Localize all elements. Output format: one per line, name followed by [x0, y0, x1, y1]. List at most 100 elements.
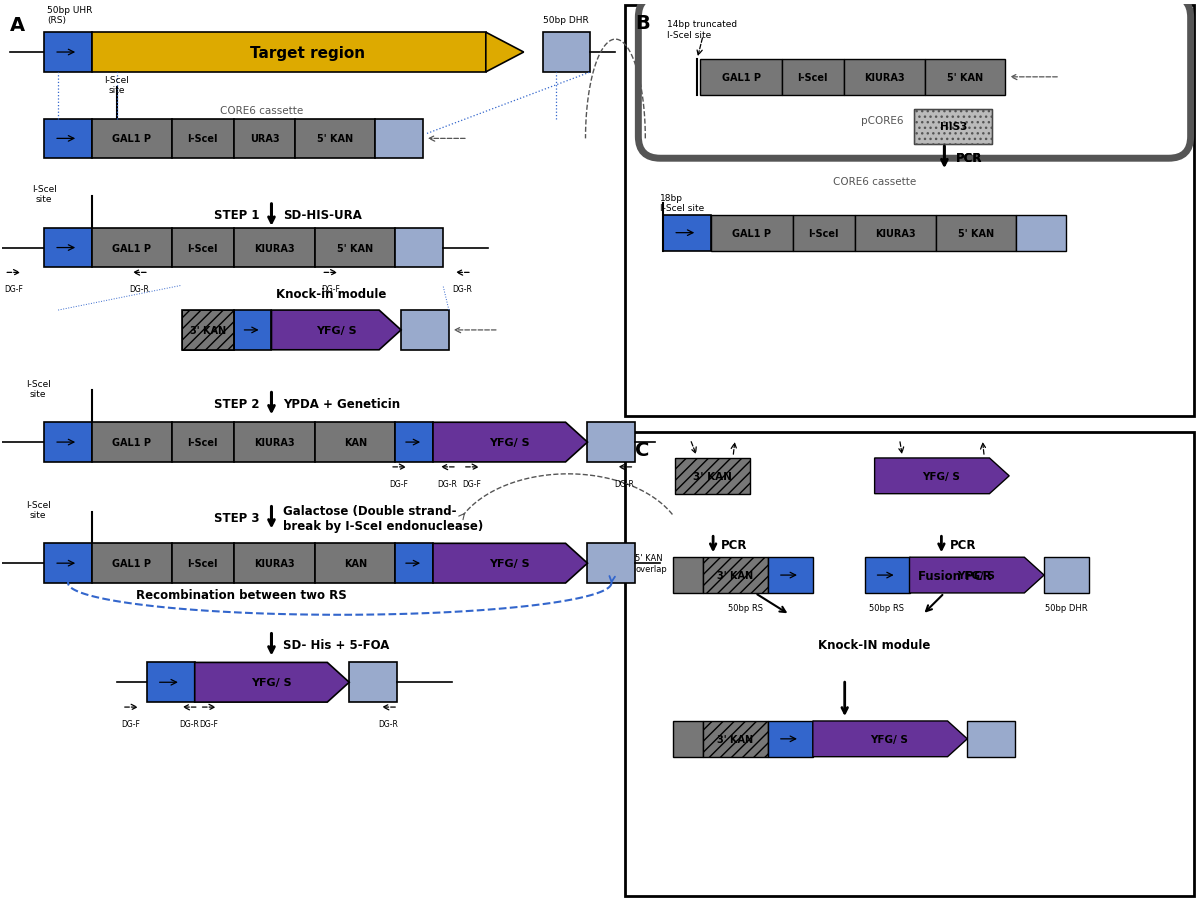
Text: YFG/ S: YFG/ S [490, 558, 530, 568]
Text: 50bp DHR: 50bp DHR [542, 16, 588, 25]
Text: DG-F: DG-F [4, 285, 23, 294]
Text: PCR: PCR [949, 538, 976, 551]
Text: 5' KAN: 5' KAN [947, 73, 983, 83]
Text: YFG/ S: YFG/ S [251, 677, 292, 687]
Text: PCR: PCR [956, 152, 983, 164]
Text: DG-F: DG-F [121, 719, 140, 728]
Text: I-SceI
site: I-SceI site [25, 379, 50, 399]
Text: I-SceI: I-SceI [809, 228, 839, 238]
Bar [703, 557, 768, 594]
Text: I-SceI: I-SceI [187, 244, 218, 253]
Bar [703, 722, 768, 757]
Bar [625, 433, 1194, 896]
Text: DG-F: DG-F [390, 479, 408, 488]
Text: URA3: URA3 [250, 134, 280, 144]
Text: KIURA3: KIURA3 [864, 73, 905, 83]
Bar [703, 722, 768, 757]
Text: STEP 3: STEP 3 [214, 511, 259, 524]
Text: 5' KAN: 5' KAN [337, 244, 373, 253]
Bar [925, 60, 1006, 96]
Text: 50bp RS: 50bp RS [727, 603, 762, 612]
Text: 3' KAN: 3' KAN [718, 734, 754, 744]
Text: GAL1 P: GAL1 P [113, 244, 151, 253]
Bar [234, 228, 316, 268]
Text: B: B [635, 14, 650, 33]
Text: 3' KAN: 3' KAN [694, 472, 732, 482]
Text: GAL1 P: GAL1 P [721, 73, 761, 83]
Bar [673, 557, 703, 594]
Text: GAL1 P: GAL1 P [113, 558, 151, 568]
Bar [172, 423, 234, 463]
Text: YFG/ S: YFG/ S [958, 570, 995, 580]
Text: GAL1 P: GAL1 P [113, 437, 151, 447]
Text: I-SceI
site: I-SceI site [31, 185, 56, 204]
Bar [1016, 216, 1066, 252]
Bar [44, 423, 92, 463]
Text: DG-R: DG-R [437, 479, 457, 488]
Bar [92, 423, 172, 463]
Bar [316, 544, 395, 584]
Polygon shape [433, 544, 588, 584]
Text: 14bp truncated
I-SceI site: 14bp truncated I-SceI site [667, 20, 737, 40]
Bar [172, 119, 234, 159]
Text: KAN: KAN [343, 437, 367, 447]
Bar [588, 544, 635, 584]
Bar [44, 33, 92, 73]
Bar [44, 119, 92, 159]
Bar [936, 216, 1016, 252]
Text: 3' KAN: 3' KAN [190, 326, 226, 336]
Bar [316, 228, 395, 268]
Text: YFG/ S: YFG/ S [923, 472, 960, 482]
Bar [395, 544, 433, 584]
Text: I-SceI: I-SceI [187, 558, 218, 568]
Polygon shape [433, 423, 588, 463]
Text: DG-R: DG-R [179, 719, 199, 728]
Bar [844, 60, 925, 96]
Text: 50bp RS: 50bp RS [869, 603, 904, 612]
Text: I-SceI
site: I-SceI site [104, 76, 130, 95]
Text: Galactose (Double strand-
break by I-SceI endonuclease): Galactose (Double strand- break by I-Sce… [283, 504, 484, 532]
Text: KIURA3: KIURA3 [875, 228, 916, 238]
Text: 5' KAN: 5' KAN [959, 228, 995, 238]
Polygon shape [194, 663, 349, 703]
Bar [768, 722, 812, 757]
Bar [914, 109, 992, 145]
Text: YFG/ S: YFG/ S [316, 326, 356, 336]
Bar [146, 663, 194, 703]
Bar [782, 60, 844, 96]
Bar [172, 544, 234, 584]
Text: DG-F: DG-F [320, 285, 340, 294]
Text: DG-R: DG-R [128, 285, 149, 294]
Text: Target region: Target region [250, 45, 365, 60]
Bar [967, 722, 1015, 757]
Bar [234, 423, 316, 463]
Text: KIURA3: KIURA3 [254, 437, 295, 447]
Bar [673, 722, 703, 757]
Polygon shape [875, 458, 1009, 494]
Text: Fusion PCR: Fusion PCR [918, 569, 991, 582]
Text: 5' KAN: 5' KAN [317, 134, 353, 144]
Bar [234, 310, 271, 350]
Bar [768, 557, 812, 594]
Text: Knock-IN module: Knock-IN module [818, 638, 931, 651]
Text: 5' KAN
overlap: 5' KAN overlap [635, 554, 667, 574]
Bar [542, 33, 590, 73]
Text: 18bp
I-SceI site: 18bp I-SceI site [660, 194, 704, 213]
Bar [914, 109, 992, 145]
Text: STEP 2: STEP 2 [214, 398, 259, 410]
Bar [181, 310, 234, 350]
Text: CORE6 cassette: CORE6 cassette [833, 177, 917, 187]
Bar [349, 663, 397, 703]
Polygon shape [486, 33, 523, 73]
Text: C: C [635, 440, 649, 460]
Text: Knock-in module: Knock-in module [276, 288, 386, 301]
Bar [625, 6, 1194, 417]
Text: DG-R: DG-R [614, 479, 635, 488]
Text: 3' KAN: 3' KAN [718, 570, 754, 580]
Bar [395, 228, 443, 268]
Bar [854, 216, 936, 252]
Text: DG-F: DG-F [462, 479, 481, 488]
Text: DG-R: DG-R [452, 285, 472, 294]
Text: YFG/ S: YFG/ S [490, 437, 530, 447]
Text: YFG/ S: YFG/ S [871, 734, 908, 744]
